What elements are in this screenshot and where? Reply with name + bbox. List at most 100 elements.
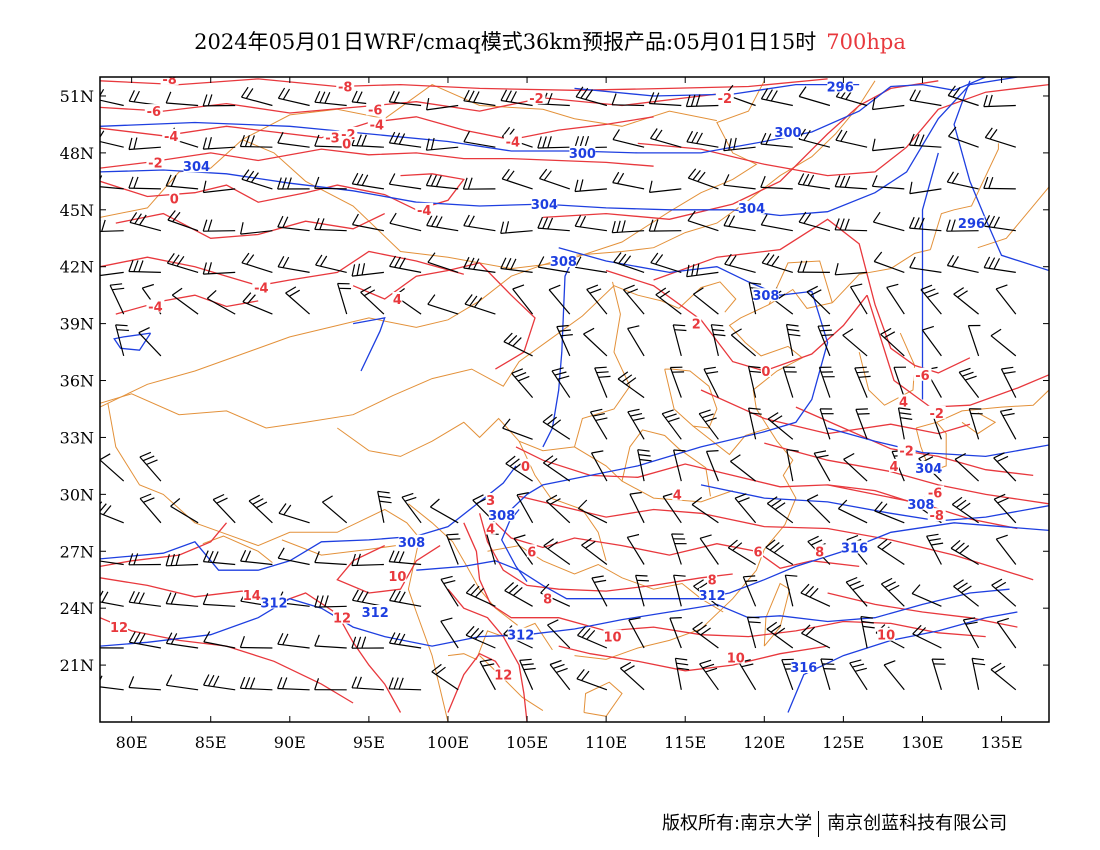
wind-barb xyxy=(504,582,533,607)
lon-label: 85E xyxy=(195,733,227,752)
geopotential-label: 308 xyxy=(488,509,515,524)
wind-barb xyxy=(128,176,161,190)
label-bg xyxy=(323,130,342,144)
wind-barb xyxy=(897,407,913,440)
lon-label: 105E xyxy=(506,733,548,752)
wind-barb xyxy=(171,287,199,315)
border-line xyxy=(961,412,997,435)
wind-barb xyxy=(926,533,944,565)
title-main: 2024年05月01日WRF/cmaq模式36km预报产品:05月01日15时 xyxy=(194,30,817,54)
wind-barb xyxy=(971,657,986,690)
wind-barb xyxy=(581,537,608,565)
label-bg xyxy=(958,216,985,230)
wind-barb xyxy=(549,659,571,691)
label-bg xyxy=(366,102,385,116)
temperature-label: -2 xyxy=(718,92,732,107)
wind-barb xyxy=(314,91,347,107)
wind-barb xyxy=(239,134,273,148)
wind-barb xyxy=(834,218,868,232)
wind-barb xyxy=(629,491,645,524)
wind-barb xyxy=(650,128,682,148)
wind-barb xyxy=(501,168,533,190)
label-bg xyxy=(362,605,389,618)
wind-barb xyxy=(672,324,687,357)
wind-barb xyxy=(202,593,236,607)
wind-barb xyxy=(589,408,608,440)
temperature-label: -4 xyxy=(148,301,162,316)
wind-barb xyxy=(837,499,868,524)
wind-barb xyxy=(637,449,652,482)
temperature-contour xyxy=(558,645,828,672)
wind-barb xyxy=(351,553,384,567)
label-bg xyxy=(726,650,745,664)
wind-barb xyxy=(591,575,608,607)
wind-barb xyxy=(574,256,607,273)
geopotential-label: 308 xyxy=(907,498,934,513)
wind-barb xyxy=(285,286,310,315)
wind-barb xyxy=(577,626,608,649)
wind-barb xyxy=(801,624,831,649)
lat-label: 36N xyxy=(60,372,94,391)
wind-barb xyxy=(817,324,834,357)
temperature-label: 0 xyxy=(342,137,351,152)
wind-barb xyxy=(766,621,794,649)
temperature-label: -2 xyxy=(929,407,943,422)
label-bg xyxy=(527,90,546,104)
wind-barb xyxy=(967,324,981,357)
wind-barb xyxy=(583,327,608,357)
temperature-label: -3 xyxy=(325,132,339,147)
wind-barb xyxy=(953,287,979,315)
wind-barb xyxy=(314,678,347,691)
wind-barb xyxy=(687,168,719,190)
wind-barb xyxy=(537,216,570,232)
wind-barb xyxy=(699,659,719,691)
wind-barb xyxy=(202,137,236,150)
wind-barb xyxy=(574,179,607,193)
wind-barb xyxy=(946,219,979,232)
wind-barb xyxy=(747,365,762,398)
label-bg xyxy=(336,79,355,93)
temperature-contour xyxy=(100,78,828,91)
temperature-contour xyxy=(115,212,385,239)
border-line xyxy=(831,249,931,304)
wind-barb xyxy=(277,131,310,148)
label-bg xyxy=(738,200,765,214)
wind-barb xyxy=(314,634,347,649)
temperature-label: -4 xyxy=(506,136,520,151)
label-bg xyxy=(699,587,726,601)
lon-label: 125E xyxy=(822,733,864,752)
geopotential-label: 304 xyxy=(183,160,210,175)
wind-barb xyxy=(426,97,459,111)
wind-barb xyxy=(430,498,459,524)
border-line xyxy=(487,545,724,613)
wind-barb xyxy=(661,409,682,440)
border-line xyxy=(479,655,544,712)
wind-barb xyxy=(314,217,347,232)
temperature-label: -4 xyxy=(164,130,178,145)
lat-label: 45N xyxy=(60,201,94,220)
wind-barb xyxy=(760,88,793,107)
wind-barb xyxy=(650,252,682,273)
wind-barb xyxy=(377,490,392,523)
wind-barb xyxy=(835,129,868,148)
wind-barb xyxy=(512,284,534,315)
footer-owner: 版权所有:南京大学 xyxy=(662,813,813,834)
wind-barb xyxy=(742,575,758,607)
label-bg xyxy=(927,405,946,419)
wind-barb xyxy=(351,676,384,691)
wind-barb xyxy=(440,617,459,649)
temperature-label: 0 xyxy=(521,460,530,475)
border-line xyxy=(447,622,553,661)
label-bg xyxy=(494,667,513,681)
wind-barb xyxy=(834,263,868,276)
wind-barb xyxy=(691,496,719,524)
wind-barb xyxy=(685,94,719,108)
wind-barb xyxy=(797,173,830,190)
label-bg xyxy=(333,610,351,624)
lon-label: 95E xyxy=(353,733,385,752)
wind-barb xyxy=(277,256,310,273)
border-line xyxy=(763,582,791,647)
wind-barb xyxy=(138,327,162,357)
temperature-label: -2 xyxy=(899,445,913,460)
